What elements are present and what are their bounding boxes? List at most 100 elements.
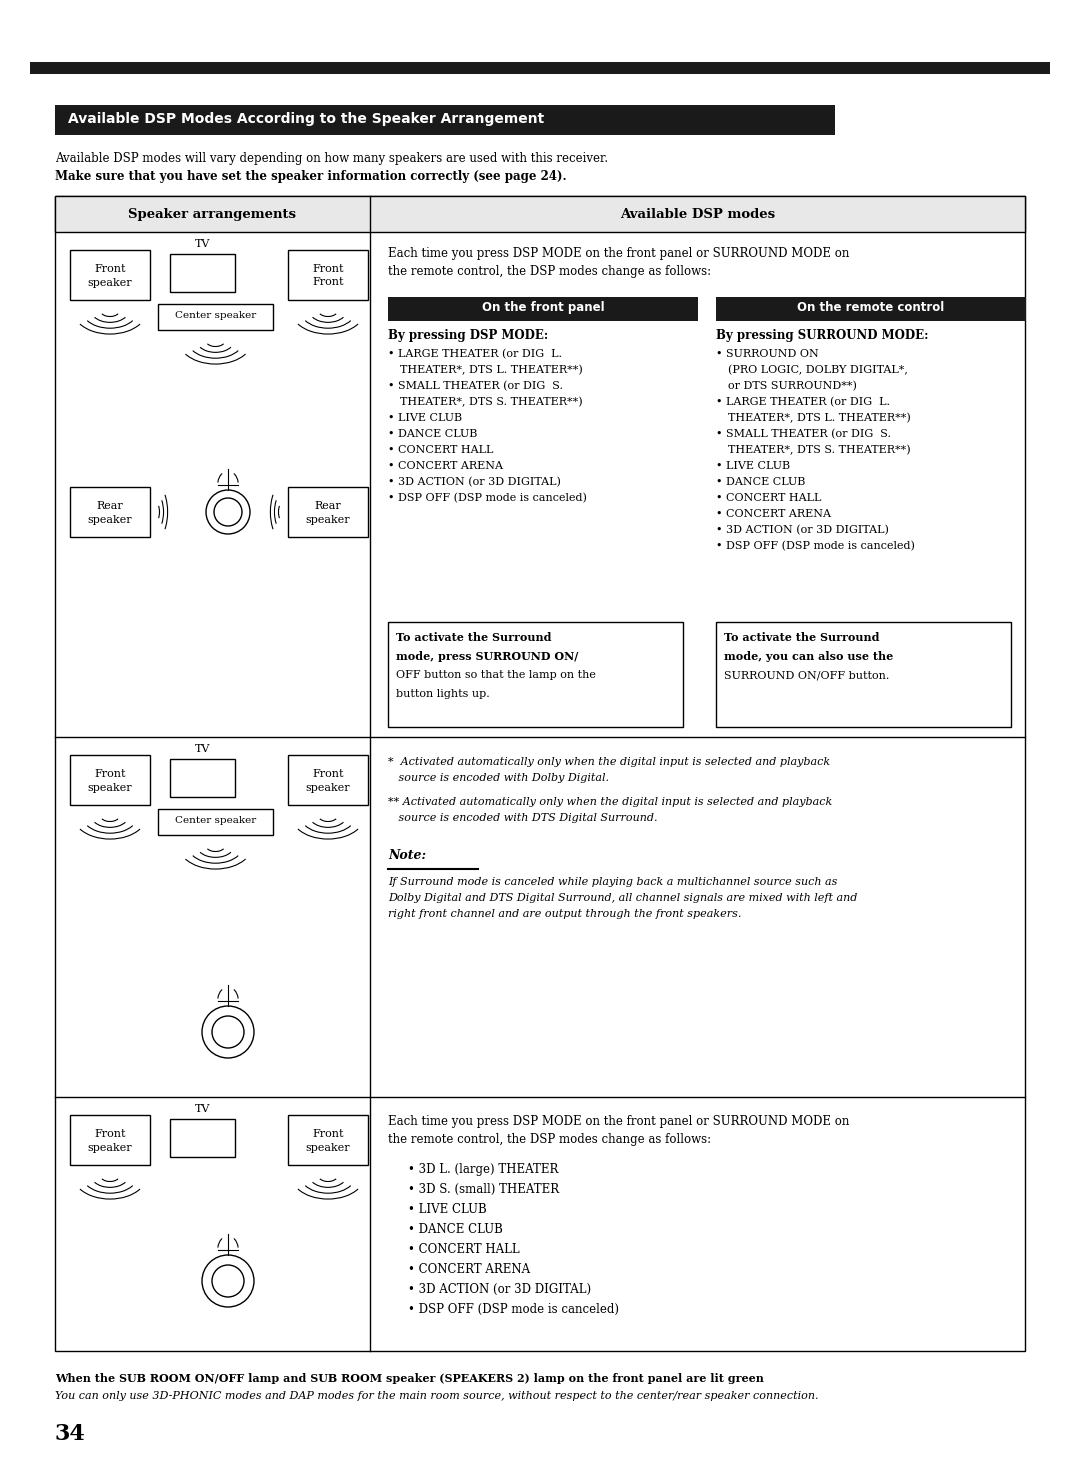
Text: speaker: speaker [306, 783, 350, 793]
Bar [170, 254, 235, 292]
Text: • SURROUND ON: • SURROUND ON [716, 349, 819, 359]
Text: Available DSP Modes According to the Speaker Arrangement: Available DSP Modes According to the Spe… [68, 113, 544, 126]
Text: • LIVE CLUB: • LIVE CLUB [388, 412, 462, 423]
Text: SURROUND ON/OFF button.: SURROUND ON/OFF button. [724, 670, 889, 681]
Text: button lights up.: button lights up. [396, 690, 489, 698]
Text: THEATER*, DTS S. THEATER**): THEATER*, DTS S. THEATER**) [400, 397, 582, 408]
Text: speaker: speaker [87, 783, 133, 793]
Text: • LIVE CLUB: • LIVE CLUB [408, 1203, 487, 1216]
Text: speaker: speaker [306, 515, 350, 525]
Text: speaker: speaker [87, 1143, 133, 1152]
Text: • CONCERT ARENA: • CONCERT ARENA [388, 461, 503, 472]
Text: Make sure that you have set the speaker information correctly (see page 24).: Make sure that you have set the speaker … [55, 171, 567, 182]
Text: mode, press SURROUND ON/: mode, press SURROUND ON/ [396, 651, 579, 661]
Text: Front: Front [94, 1129, 125, 1139]
Text: • LIVE CLUB: • LIVE CLUB [716, 461, 791, 472]
Text: Speaker arrangements: Speaker arrangements [129, 208, 297, 221]
Bar [55, 105, 835, 135]
Bar [716, 297, 1026, 320]
Bar [170, 759, 235, 796]
Text: • LARGE THEATER (or DIG  L.: • LARGE THEATER (or DIG L. [388, 349, 562, 359]
Text: Center speaker: Center speaker [175, 311, 256, 320]
Bar [70, 251, 150, 300]
Text: • CONCERT ARENA: • CONCERT ARENA [716, 509, 831, 519]
Text: Front: Front [94, 770, 125, 779]
Bar [716, 621, 1011, 727]
Text: Front: Front [312, 264, 343, 274]
Text: • DSP OFF (DSP mode is canceled): • DSP OFF (DSP mode is canceled) [408, 1304, 619, 1315]
Text: To activate the Surround: To activate the Surround [724, 632, 879, 644]
Text: Center speaker: Center speaker [175, 816, 256, 825]
Bar [70, 486, 150, 537]
Text: • DSP OFF (DSP mode is canceled): • DSP OFF (DSP mode is canceled) [388, 492, 586, 503]
Text: Front: Front [312, 277, 343, 288]
Text: • 3D L. (large) THEATER: • 3D L. (large) THEATER [408, 1163, 558, 1176]
Text: Each time you press DSP MODE on the front panel or SURROUND MODE on: Each time you press DSP MODE on the fron… [388, 248, 849, 260]
Text: You can only use 3D-PHONIC modes and DAP modes for the main room source, without: You can only use 3D-PHONIC modes and DAP… [55, 1391, 819, 1401]
Text: • 3D ACTION (or 3D DIGITAL): • 3D ACTION (or 3D DIGITAL) [408, 1283, 591, 1296]
Text: Available DSP modes will vary depending on how many speakers are used with this : Available DSP modes will vary depending … [55, 151, 608, 165]
Text: the remote control, the DSP modes change as follows:: the remote control, the DSP modes change… [388, 265, 711, 277]
Text: Available DSP modes: Available DSP modes [620, 208, 775, 221]
Text: • DSP OFF (DSP mode is canceled): • DSP OFF (DSP mode is canceled) [716, 541, 915, 552]
Text: If Surround mode is canceled while playing back a multichannel source such as: If Surround mode is canceled while playi… [388, 876, 837, 887]
Bar [158, 810, 273, 835]
Text: speaker: speaker [306, 1143, 350, 1152]
Text: When the SUB ROOM ON/OFF lamp and SUB ROOM speaker (SPEAKERS 2) lamp on the fron: When the SUB ROOM ON/OFF lamp and SUB RO… [55, 1373, 764, 1384]
Bar [70, 1115, 150, 1166]
Bar [288, 1115, 368, 1166]
Text: To activate the Surround: To activate the Surround [396, 632, 552, 644]
Text: the remote control, the DSP modes change as follows:: the remote control, the DSP modes change… [388, 1133, 711, 1146]
Text: • CONCERT HALL: • CONCERT HALL [388, 445, 494, 455]
Text: or DTS SURROUND**): or DTS SURROUND**) [728, 381, 856, 392]
Text: By pressing SURROUND MODE:: By pressing SURROUND MODE: [716, 329, 929, 343]
Text: *  Activated automatically only when the digital input is selected and playback: * Activated automatically only when the … [388, 756, 831, 767]
Text: mode, you can also use the: mode, you can also use the [724, 651, 893, 661]
Bar [388, 297, 698, 320]
Text: Front: Front [94, 264, 125, 274]
Text: Rear: Rear [314, 501, 341, 512]
Text: • LARGE THEATER (or DIG  L.: • LARGE THEATER (or DIG L. [716, 397, 890, 408]
Bar [70, 755, 150, 805]
Text: • 3D ACTION (or 3D DIGITAL): • 3D ACTION (or 3D DIGITAL) [388, 478, 561, 488]
Text: Front: Front [312, 1129, 343, 1139]
Bar [288, 486, 368, 537]
Text: (PRO LOGIC, DOLBY DIGITAL*,: (PRO LOGIC, DOLBY DIGITAL*, [728, 365, 908, 375]
Text: OFF button so that the lamp on the: OFF button so that the lamp on the [396, 670, 596, 681]
Text: • 3D S. (small) THEATER: • 3D S. (small) THEATER [408, 1183, 559, 1195]
Text: By pressing DSP MODE:: By pressing DSP MODE: [388, 329, 549, 343]
Text: right front channel and are output through the front speakers.: right front channel and are output throu… [388, 909, 741, 919]
Text: Dolby Digital and DTS Digital Surround, all channel signals are mixed with left : Dolby Digital and DTS Digital Surround, … [388, 893, 858, 903]
Text: On the front panel: On the front panel [482, 301, 605, 314]
Text: • DANCE CLUB: • DANCE CLUB [408, 1223, 503, 1235]
Text: ** Activated automatically only when the digital input is selected and playback: ** Activated automatically only when the… [388, 796, 833, 807]
Text: Each time you press DSP MODE on the front panel or SURROUND MODE on: Each time you press DSP MODE on the fron… [388, 1115, 849, 1129]
Text: THEATER*, DTS S. THEATER**): THEATER*, DTS S. THEATER**) [728, 445, 910, 455]
Text: TV: TV [194, 1103, 211, 1114]
Bar [288, 755, 368, 805]
Text: • DANCE CLUB: • DANCE CLUB [716, 478, 806, 486]
Text: • CONCERT HALL: • CONCERT HALL [408, 1243, 519, 1256]
Text: On the remote control: On the remote control [797, 301, 945, 314]
Text: • 3D ACTION (or 3D DIGITAL): • 3D ACTION (or 3D DIGITAL) [716, 525, 889, 535]
Bar [30, 62, 1050, 74]
Bar [170, 1120, 235, 1157]
Text: source is encoded with Dolby Digital.: source is encoded with Dolby Digital. [388, 773, 609, 783]
Text: 34: 34 [55, 1424, 85, 1444]
Text: Rear: Rear [96, 501, 123, 512]
Text: Front: Front [312, 770, 343, 779]
Text: TV: TV [194, 744, 211, 753]
Text: Note:: Note: [388, 848, 427, 862]
Text: • SMALL THEATER (or DIG  S.: • SMALL THEATER (or DIG S. [388, 381, 563, 392]
Text: THEATER*, DTS L. THEATER**): THEATER*, DTS L. THEATER**) [400, 365, 583, 375]
Text: • SMALL THEATER (or DIG  S.: • SMALL THEATER (or DIG S. [716, 429, 891, 439]
Text: speaker: speaker [87, 277, 133, 288]
Text: TV: TV [194, 239, 211, 249]
Text: speaker: speaker [87, 515, 133, 525]
Text: source is encoded with DTS Digital Surround.: source is encoded with DTS Digital Surro… [388, 813, 658, 823]
Text: • CONCERT ARENA: • CONCERT ARENA [408, 1264, 530, 1275]
Text: • DANCE CLUB: • DANCE CLUB [388, 429, 477, 439]
Bar [388, 621, 683, 727]
Text: • CONCERT HALL: • CONCERT HALL [716, 492, 822, 503]
Bar [55, 196, 1025, 1351]
